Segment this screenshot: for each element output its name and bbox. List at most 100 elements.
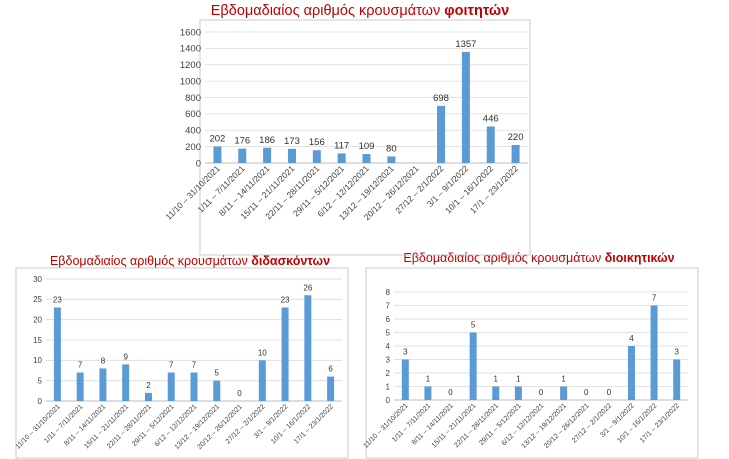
bar: [401, 359, 409, 400]
data-label: 7: [652, 294, 657, 303]
chart-frame: [15, 267, 349, 459]
y-tick-label: 4: [386, 342, 391, 351]
bar: [213, 380, 221, 401]
data-label: 220: [508, 132, 524, 143]
y-tick-label: 1600: [180, 27, 201, 38]
bar: [258, 360, 266, 401]
y-tick-label: 5: [386, 328, 391, 337]
chart-title-emphasis: διδασκόντων: [251, 254, 331, 268]
x-tick-label: 8/11 – 14/11/2021: [411, 402, 455, 446]
data-label: 0: [539, 388, 544, 397]
x-tick-label: 29/11 – 5/12/2021: [478, 402, 523, 447]
data-label: 0: [607, 388, 612, 397]
bar: [469, 332, 477, 400]
data-label: 117: [334, 140, 349, 151]
bar: [213, 146, 222, 163]
bar: [287, 148, 296, 163]
y-tick-label: 200: [185, 142, 201, 153]
data-label: 0: [584, 388, 589, 397]
bar: [514, 386, 522, 400]
data-label: 1357: [455, 39, 476, 50]
x-tick-label: 27/12 – 2/1/2022: [571, 402, 613, 444]
bar: [362, 154, 371, 163]
bar: [238, 148, 247, 163]
y-tick-label: 25: [33, 295, 42, 304]
bar: [387, 156, 396, 163]
data-label: 7: [169, 361, 174, 370]
data-label: 109: [359, 141, 375, 152]
bar: [560, 386, 568, 400]
bar: [424, 386, 432, 400]
data-label: 446: [483, 113, 499, 124]
y-tick-label: 15: [33, 336, 42, 345]
y-tick-label: 3: [386, 355, 391, 364]
data-label: 80: [386, 143, 397, 154]
bar: [627, 346, 635, 400]
data-label: 0: [448, 388, 453, 397]
bar: [144, 392, 152, 401]
bar: [122, 364, 130, 401]
bar: [304, 295, 312, 401]
y-tick-label: 400: [185, 126, 201, 137]
chart-title-emphasis: φοιτητών: [444, 3, 510, 19]
y-tick-label: 10: [33, 356, 42, 365]
data-label: 5: [215, 369, 220, 378]
data-label: 1: [561, 375, 566, 384]
data-label: 1: [516, 375, 521, 384]
y-tick-label: 6: [386, 315, 391, 324]
x-tick-label: 1/11 – 7/11/2021: [391, 402, 432, 443]
y-tick-label: 8: [386, 288, 391, 297]
chart-title-administrative-staff: Εβδομαδιαίος αριθμός κρουσμάτων διοικητι…: [378, 251, 700, 265]
bar: [486, 126, 495, 163]
chart-frame: [199, 19, 531, 256]
data-label: 202: [209, 133, 225, 144]
y-tick-label: 0: [386, 396, 391, 405]
y-tick-label: 800: [185, 93, 201, 104]
bar: [650, 305, 658, 400]
y-tick-label: 1400: [180, 44, 201, 55]
bar: [673, 359, 681, 400]
chart-title-text: Εβδομαδιαίος αριθμός κρουσμάτων: [403, 251, 602, 265]
data-label: 3: [403, 348, 408, 357]
bar: [167, 372, 175, 401]
data-label: 156: [309, 137, 325, 148]
data-label: 176: [234, 136, 250, 147]
y-tick-label: 7: [386, 301, 391, 310]
bar: [511, 144, 520, 163]
y-tick-label: 1: [386, 382, 391, 391]
x-tick-label: 10/1 – 16/1/2022: [616, 402, 658, 444]
data-label: 1: [426, 375, 431, 384]
data-label: 23: [53, 295, 62, 304]
y-tick-label: 600: [185, 109, 201, 120]
data-label: 9: [123, 352, 128, 361]
data-label: 698: [433, 93, 449, 104]
y-tick-label: 30: [33, 275, 42, 284]
bar: [190, 372, 198, 401]
bar: [461, 51, 470, 163]
bar: [281, 307, 289, 401]
data-label: 7: [192, 361, 197, 370]
data-label: 1: [494, 375, 499, 384]
data-label: 0: [237, 389, 242, 398]
bar: [337, 153, 346, 163]
chart-title-teaching-staff: Εβδομαδιαίος αριθμός κρουσμάτων διδασκόν…: [20, 254, 360, 268]
chart-frame: [365, 267, 699, 459]
bar: [76, 372, 84, 401]
data-label: 23: [281, 295, 290, 304]
data-label: 5: [471, 321, 476, 330]
data-label: 7: [78, 361, 83, 370]
data-label: 6: [328, 365, 333, 374]
bar: [312, 150, 321, 163]
y-tick-label: 20: [33, 315, 42, 324]
bar: [99, 368, 107, 401]
data-label: 173: [284, 136, 300, 147]
bar: [53, 307, 61, 401]
data-label: 186: [259, 135, 275, 146]
x-tick-label: 6/12 – 12/12/2021: [501, 402, 546, 447]
bar: [437, 105, 446, 163]
chart-title-text: Εβδομαδιαίος αριθμός κρουσμάτων: [210, 3, 441, 19]
data-label: 4: [629, 334, 634, 343]
